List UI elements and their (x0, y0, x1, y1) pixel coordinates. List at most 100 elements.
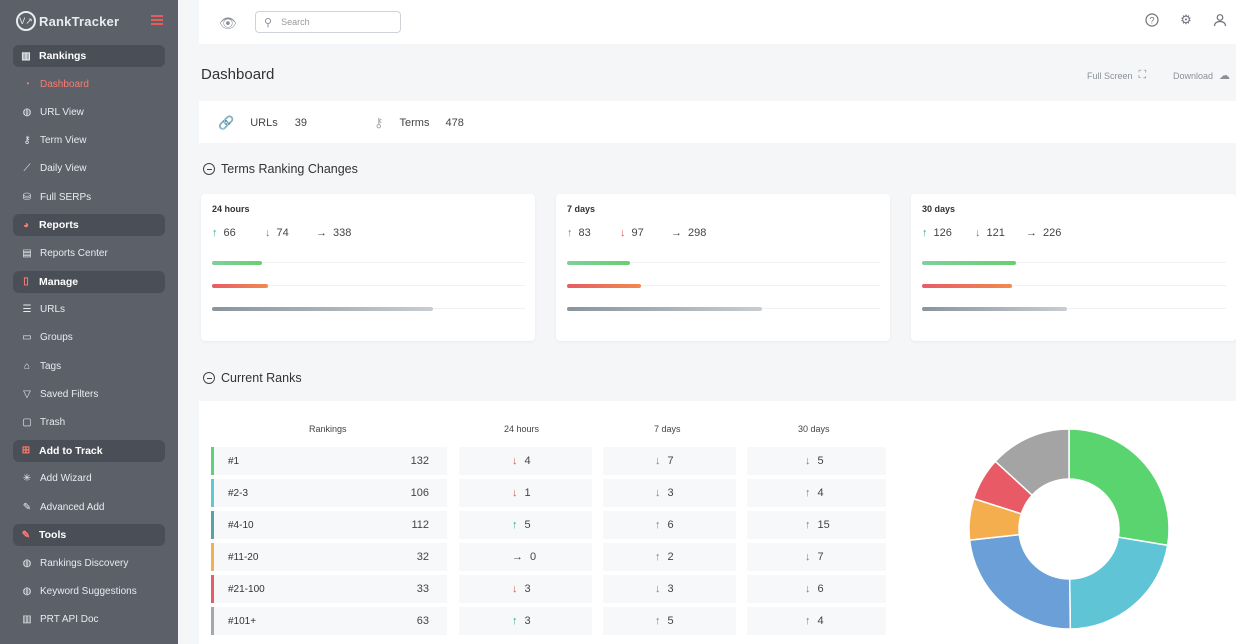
sidebar-item-daily-view[interactable]: ⟋ Daily View (0, 155, 178, 183)
rank-change-d30: ↑ 15 (747, 511, 886, 539)
sidebar-item-label: URL View (40, 106, 84, 118)
ranks-title: Current Ranks (221, 371, 302, 385)
edit-icon: ✎ (22, 501, 32, 513)
rank-count: 63 (416, 615, 429, 627)
sidebar-section-manage[interactable]: ▯ Manage (13, 270, 165, 293)
rank-color-stripe (211, 575, 214, 603)
sidebar-item-label: Reports Center (40, 247, 108, 259)
sidebar-item-label: Term View (40, 135, 87, 147)
sidebar-section-reports[interactable]: ◕ Reports (13, 214, 165, 237)
sidebar-item-groups[interactable]: ▭ Groups (0, 324, 178, 352)
sidebar-item-advanced-add[interactable]: ✎ Advanced Add (0, 493, 178, 521)
up-bar (567, 261, 630, 265)
rank-change-value: 4 (817, 615, 824, 627)
up-bar (922, 261, 1016, 265)
full-screen-button[interactable]: Full Screen ⛶ (1087, 69, 1146, 82)
rank-change-value: 2 (667, 551, 674, 563)
table-row[interactable]: #2-3 106 (211, 479, 447, 507)
rank-count: 132 (410, 455, 429, 467)
down-count: ↓ 74 (265, 227, 289, 239)
table-row[interactable]: #11-20 32 (211, 543, 447, 571)
flat-count: → 226 (1026, 227, 1061, 239)
download-button[interactable]: Download ☁ (1173, 69, 1230, 82)
sidebar-item-label: URLs (40, 304, 66, 316)
table-row[interactable]: #21-100 33 (211, 575, 447, 603)
sidebar-item-prt-api-doc[interactable]: ▥ PRT API Doc (0, 606, 178, 634)
settings-gear-icon[interactable]: ⚙ (1180, 12, 1192, 27)
down-value: 97 (631, 227, 644, 239)
sidebar-item-keyword-suggestions[interactable]: ◍ Keyword Suggestions (0, 578, 178, 606)
ranks-section-title[interactable]: Current Ranks (203, 371, 302, 385)
table-row[interactable]: #1 132 (211, 447, 447, 475)
flat-count: → 338 (316, 227, 351, 239)
rank-change-value: 6 (667, 519, 674, 531)
database-icon: ⛁ (22, 191, 32, 203)
sidebar-section-rankings[interactable]: ▥ Rankings (13, 45, 165, 68)
arrow-right-icon: → (671, 227, 682, 239)
rank-change-h24: ↑ 5 (459, 511, 592, 539)
search-globe-icon: ◍ (22, 586, 32, 598)
flat-value: 298 (688, 227, 707, 239)
tools-icon: ✎ (21, 529, 31, 541)
tag-icon: ⌂ (23, 360, 31, 372)
arrow-up-icon: ↑ (512, 519, 518, 531)
sidebar-item-trash[interactable]: ▢ Trash (0, 408, 178, 436)
down-value: 74 (276, 227, 289, 239)
table-row[interactable]: #101+ 63 (211, 607, 447, 635)
donut-slice[interactable] (994, 428, 1070, 497)
help-icon[interactable]: ? (1144, 12, 1160, 28)
flat-value: 338 (333, 227, 352, 239)
rank-change-value: 4 (524, 455, 531, 467)
sidebar-item-url-view[interactable]: ◍ URL View (0, 98, 178, 126)
sidebar-item-label: Dashboard (40, 78, 89, 90)
ranks-panel: Rankings 24 hours 7 days 30 days #1 132 ↓ 4… (199, 401, 1236, 644)
table-row[interactable]: #4-10 112 (211, 511, 447, 539)
flat-bar-track (922, 308, 1226, 309)
sidebar: V↗ RankTracker ▥ Rankings ◔ Dashboard ◍ URL V… (0, 0, 178, 644)
user-icon[interactable] (1212, 12, 1228, 28)
rank-change-d7: ↑ 6 (603, 511, 736, 539)
rank-label: #4-10 (228, 519, 254, 531)
urls-stat[interactable]: 🔗 URLs 39 (218, 115, 307, 131)
plus-square-icon: ⊞ (21, 445, 31, 457)
changes-section-title[interactable]: Terms Ranking Changes (203, 162, 358, 176)
down-value: 121 (986, 227, 1005, 239)
terms-stat[interactable]: ⚷ Terms 478 (374, 115, 464, 131)
eye-icon[interactable]: 👁 (219, 15, 237, 31)
sidebar-item-tags[interactable]: ⌂ Tags (0, 352, 178, 380)
rank-change-value: 3 (667, 583, 674, 595)
sidebar-section-add-to-track[interactable]: ⊞ Add to Track (13, 439, 165, 462)
flat-bar (922, 307, 1067, 311)
expand-icon: ⛶ (1138, 69, 1147, 81)
down-bar-track (567, 285, 880, 286)
brand[interactable]: V↗ RankTracker (0, 0, 178, 42)
sidebar-section-tools[interactable]: ✎ Tools (13, 524, 165, 547)
rank-change-d30: ↓ 6 (747, 575, 886, 603)
rank-color-stripe (211, 447, 214, 475)
search-input[interactable] (281, 17, 382, 27)
sidebar-item-rankings-discovery[interactable]: ◍ Rankings Discovery (0, 549, 178, 577)
file-icon: ▯ (23, 276, 29, 288)
rank-change-value: 0 (530, 551, 537, 563)
rank-change-d7: ↑ 5 (603, 607, 736, 635)
rank-change-d30: ↓ 5 (747, 447, 886, 475)
svg-text:?: ? (1149, 16, 1154, 26)
sidebar-item-add-wizard[interactable]: ✳ Add Wizard (0, 465, 178, 493)
donut-slice[interactable] (1068, 536, 1169, 630)
arrow-down-icon: ↓ (805, 455, 811, 467)
sidebar-section-row: ◕ Reports (0, 211, 178, 239)
sidebar-item-full-serps[interactable]: ⛁ Full SERPs (0, 183, 178, 211)
donut-slice[interactable] (1068, 428, 1170, 547)
sidebar-item-dashboard[interactable]: ◔ Dashboard (0, 70, 178, 98)
sidebar-item-saved-filters[interactable]: ▽ Saved Filters (0, 380, 178, 408)
arrow-down-icon: ↓ (265, 227, 271, 239)
sidebar-item-reports-center[interactable]: ▤ Reports Center (0, 239, 178, 267)
sidebar-item-urls[interactable]: ☰ URLs (0, 296, 178, 324)
search-box[interactable]: ⚲ (255, 11, 401, 33)
sidebar-item-label: Full SERPs (40, 191, 92, 203)
menu-toggle-icon[interactable] (151, 15, 163, 25)
rank-color-stripe (211, 479, 214, 507)
sidebar-item-term-view[interactable]: ⚷ Term View (0, 127, 178, 155)
donut-slice[interactable] (968, 533, 1072, 630)
rank-change-d7: ↓ 3 (603, 479, 736, 507)
